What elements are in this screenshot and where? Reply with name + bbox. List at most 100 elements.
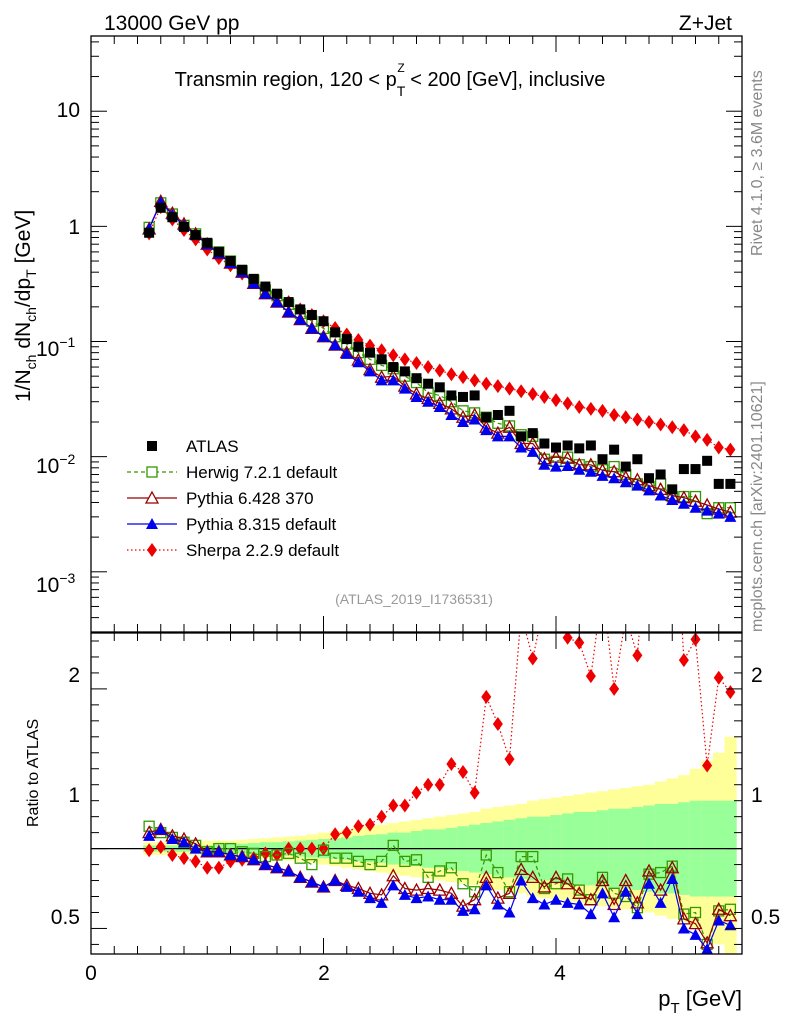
ratio-y-tick-label-2-right: 2 [751, 664, 763, 687]
ratio-point-pythia8 [305, 876, 318, 888]
ratio-point-pythia6 [688, 916, 703, 930]
main-point-atlas [283, 297, 294, 308]
ratio-point-herwig [375, 855, 388, 868]
main-point-atlas [551, 442, 561, 453]
ratio-point-sherpa [353, 819, 364, 834]
ratio-point-sherpa [667, 449, 677, 463]
main-point-atlas [213, 246, 224, 257]
main-line-sherpa [148, 206, 731, 451]
main-point-atlas [620, 461, 631, 472]
main-point-sherpa [702, 432, 713, 447]
legend-marker-pythia6 [144, 490, 160, 504]
ratio-point-sherpa [585, 669, 596, 684]
ratio-point-pythia8 [329, 874, 342, 886]
main-point-atlas [330, 327, 341, 338]
x-tick-label-0: 0 [85, 962, 97, 985]
mcplots-label: mcplots.cern.ch [arXiv:2401.10621] [749, 381, 766, 632]
main-point-pythia8 [573, 463, 586, 475]
ratio-point-pythia6 [537, 879, 552, 893]
ratio-point-sherpa [702, 758, 713, 773]
ratio-point-herwig [724, 903, 737, 915]
ratio-point-pythia8 [271, 861, 283, 873]
ratio-point-pythia8 [584, 908, 597, 920]
main-point-sherpa [446, 367, 457, 382]
ratio-point-pythia8 [154, 823, 167, 835]
ratio-point-sherpa [202, 860, 213, 875]
ratio-point-pythia6 [653, 882, 668, 896]
ratio-point-sherpa [399, 798, 410, 813]
main-point-atlas [399, 366, 410, 377]
main-point-atlas [306, 309, 317, 320]
main-point-atlas [609, 444, 620, 455]
legend-label-atlas: ATLAS [186, 437, 239, 456]
main-point-atlas [667, 484, 678, 495]
ratio-point-sherpa [155, 840, 166, 854]
main-point-atlas [434, 382, 445, 393]
ratio-point-pythia8 [573, 898, 586, 910]
ratio-point-pythia8 [619, 885, 632, 897]
ratio-point-pythia8 [677, 922, 690, 934]
main-point-pythia8 [457, 415, 469, 427]
ratio-series-sherpa [144, 449, 736, 875]
main-point-atlas [481, 412, 492, 423]
main-point-sherpa [562, 396, 573, 411]
ratio-point-herwig [387, 839, 399, 852]
ratio-point-pythia6 [630, 895, 645, 909]
main-point-atlas [562, 440, 573, 451]
ratio-point-pythia8 [259, 858, 272, 870]
legend-label-pythia6: Pythia 6.428 370 [186, 489, 314, 508]
main-point-pythia8 [608, 472, 621, 484]
ratio-point-herwig [538, 882, 551, 895]
main-point-atlas [678, 464, 689, 475]
ratio-point-herwig [468, 886, 481, 898]
ratio-point-pythia6 [641, 863, 657, 877]
ratio-point-pythia8 [178, 836, 190, 848]
ratio-y-tick-label-2: 2 [68, 664, 80, 687]
x-axis-label: pT [GeV] [658, 986, 742, 1017]
ratio-point-sherpa [632, 648, 643, 663]
ratio-point-pythia8 [550, 893, 562, 905]
main-point-pythia8 [689, 501, 702, 513]
ratio-point-pythia8 [212, 845, 225, 857]
ratio-point-sherpa [144, 843, 155, 858]
main-point-atlas [167, 212, 178, 223]
ratio-point-herwig [294, 852, 306, 864]
main-point-pythia8 [398, 382, 411, 394]
ratio-point-pythia8 [375, 896, 388, 908]
ratio-point-pythia8 [317, 880, 330, 892]
ratio-point-pythia8 [398, 888, 411, 900]
ratio-point-sherpa [179, 851, 189, 866]
ratio-point-sherpa [341, 825, 352, 840]
main-point-sherpa [690, 429, 701, 444]
main-point-pythia8 [433, 400, 446, 412]
main-point-atlas [574, 443, 585, 454]
ratio-point-pythia8 [457, 904, 469, 916]
ratio-point-herwig [271, 849, 283, 861]
ratio-point-pythia8 [166, 833, 179, 845]
ratio-point-sherpa [551, 589, 561, 603]
legend-entry-herwig: Herwig 7.2.1 default [127, 463, 337, 482]
ratio-y-tick-label-1-right: 1 [751, 784, 763, 807]
main-point-atlas [272, 288, 282, 299]
ratio-point-herwig [457, 878, 469, 890]
legend-entry-pythia8: Pythia 8.315 default [127, 515, 337, 534]
ratio-point-pythia8 [596, 887, 609, 899]
ratio-point-pythia6 [665, 860, 680, 874]
main-point-atlas [353, 341, 364, 352]
ratio-point-pythia8 [538, 898, 551, 910]
ratio-point-herwig [596, 871, 609, 883]
main-series-sherpa [144, 200, 736, 457]
ratio-point-sherpa [574, 635, 585, 650]
main-point-sherpa [609, 407, 620, 422]
y-tick-label-10: 10 [57, 99, 80, 122]
main-point-atlas [144, 227, 155, 238]
ratio-point-sherpa [423, 777, 434, 792]
ratio-point-pythia8 [445, 893, 458, 905]
main-point-sherpa [504, 381, 515, 396]
ratio-y-axis-label: Ratio to ATLAS [25, 719, 42, 827]
main-point-atlas [690, 464, 701, 475]
ratio-point-pythia8 [224, 848, 237, 860]
main-point-pythia8 [480, 424, 493, 436]
ratio-point-pythia8 [247, 853, 260, 865]
ratio-point-herwig [282, 847, 295, 860]
